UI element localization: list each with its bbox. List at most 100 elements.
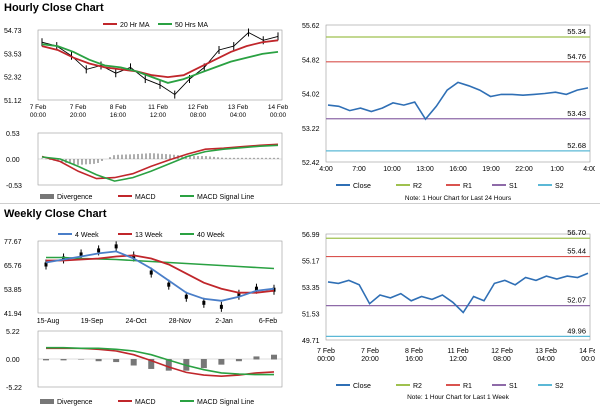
- hourly-macd-ytick: 0.00: [6, 157, 20, 164]
- level-chart-ytick: 54.82: [302, 57, 320, 64]
- macd-line: [41, 143, 279, 180]
- hourly-main-ytick: 51.12: [4, 98, 22, 105]
- level-chart-xtick: 12:00: [449, 356, 467, 363]
- price-box: [97, 248, 101, 253]
- hourly-main-xtick: 12 Feb: [188, 104, 209, 111]
- price-box: [114, 244, 118, 249]
- weekly-macd-ytick: 0.00: [6, 357, 20, 364]
- level-chart-xtick: 7:00: [352, 166, 366, 173]
- hourly-section-title: Hourly Close Chart: [4, 2, 104, 14]
- plot-frame: [37, 29, 283, 101]
- divergence-bar: [113, 359, 120, 363]
- weekly-main-xtick: 24-Oct: [125, 318, 146, 325]
- chart-note: Note: 1 Hour Chart for Last 24 Hours: [405, 195, 512, 202]
- hourly-macd-ytick: -0.53: [6, 183, 22, 190]
- legend-signal-label: MACD Signal Line: [197, 194, 254, 201]
- level-chart-xtick: 16:00: [405, 356, 423, 363]
- close-line: [327, 272, 589, 314]
- level-chart-xtick: 8 Feb: [405, 348, 423, 355]
- divergence-bar: [271, 354, 277, 360]
- level-chart-xtick: 7 Feb: [317, 348, 335, 355]
- level-chart-xtick: 19:00: [482, 166, 500, 173]
- legend-s2-label: S2: [555, 183, 564, 190]
- level-chart-xtick: 13:00: [416, 166, 434, 173]
- level-chart-ytick: 53.35: [302, 285, 320, 292]
- legend-ma4-label: 4 Week: [75, 232, 99, 239]
- legend-signal-label: MACD Signal Line: [197, 399, 254, 406]
- level-chart-ytick: 51.53: [302, 312, 320, 319]
- level-chart-ytick: 55.62: [302, 23, 320, 30]
- legend-s1-label: S1: [509, 183, 518, 190]
- legend-ma50-label: 50 Hrs MA: [175, 22, 208, 29]
- hourly-macd-ytick: 0.53: [6, 131, 20, 138]
- weekly-section-title: Weekly Close Chart: [4, 208, 107, 220]
- legend-ma13-label: 13 Week: [135, 232, 163, 239]
- plot-frame: [37, 240, 283, 314]
- level-chart-xtick: 4:00: [583, 166, 595, 173]
- chart-note: Note: 1 Hour Chart for Last 1 Week: [407, 394, 510, 401]
- level-chart-xtick: 11 Feb: [447, 348, 468, 355]
- level-chart-xtick: 10:00: [383, 166, 401, 173]
- hourly-main-xtick: 12:00: [150, 112, 167, 119]
- hourly-main-xtick: 20:00: [70, 112, 87, 119]
- divergence-bar: [130, 359, 137, 366]
- divergence-bar: [60, 359, 67, 361]
- level-chart-ytick: 52.42: [302, 160, 320, 167]
- legend-r2-label: R2: [413, 383, 422, 390]
- level-chart-xtick: 04:00: [537, 356, 555, 363]
- legend-close-label: Close: [353, 183, 371, 190]
- legend-ma40-label: 40 Week: [197, 232, 225, 239]
- macd-line: [46, 347, 275, 378]
- signal-line: [41, 144, 279, 182]
- divergence-bar: [200, 359, 207, 369]
- ma13-line: [46, 254, 275, 294]
- legend-divergence-swatch: [40, 194, 54, 199]
- hourly-main-chart: 54.73 53.53 52.32 51.12 20 Hr MA 50 Hrs MA 7 F…: [4, 22, 289, 119]
- level-chart-ytick: 55.17: [302, 259, 320, 266]
- level-chart-xtick: 22:00: [515, 166, 533, 173]
- weekly-macd-ytick: 5.22: [6, 329, 20, 336]
- level-chart-xtick: 00:00: [317, 356, 335, 363]
- level-chart-xtick: 00:00: [581, 356, 595, 363]
- hourly-main-xtick: 8 Feb: [110, 104, 127, 111]
- hourly-main-xtick: 7 Feb: [70, 104, 87, 111]
- hourly-main-xtick: 08:00: [190, 112, 207, 119]
- price-box: [79, 252, 83, 257]
- legend-r1-label: R1: [463, 183, 472, 190]
- signal-line: [46, 346, 274, 376]
- legend-divergence-label: Divergence: [57, 194, 93, 201]
- ma4-line: [45, 250, 275, 302]
- level-chart-xtick: 1:00: [550, 166, 564, 173]
- level-label-r1: 54.76: [567, 52, 586, 61]
- legend-r2-label: R2: [413, 183, 422, 190]
- legend-macd-label: MACD: [135, 399, 156, 406]
- weekly-main-xtick: 6-Feb: [259, 318, 277, 325]
- hourly-main-xtick: 14 Feb: [268, 104, 289, 111]
- section-divider: [0, 203, 600, 204]
- price-line: [41, 31, 279, 96]
- legend-s1-label: S1: [509, 383, 518, 390]
- weekly-main-xtick: 15-Aug: [37, 318, 60, 325]
- divergence-bar: [78, 359, 85, 360]
- price-box: [202, 300, 206, 305]
- divergence-bar: [148, 359, 155, 369]
- level-chart-xtick: 16:00: [449, 166, 467, 173]
- level-chart-xtick: 14 Feb: [579, 348, 595, 355]
- level-chart-ytick: 54.02: [302, 92, 320, 99]
- price-box: [167, 282, 171, 287]
- price-box: [237, 292, 241, 297]
- divergence-bar: [43, 359, 49, 361]
- price-box: [149, 270, 153, 275]
- weekly-main-xtick: 28-Nov: [169, 318, 192, 325]
- plot-frame: [325, 24, 591, 163]
- legend-s2-label: S2: [555, 383, 564, 390]
- weekly-main-ytick: 41.94: [4, 311, 22, 318]
- hourly-main-xtick: 00:00: [270, 112, 287, 119]
- level-chart-xtick: 7 Feb: [361, 348, 379, 355]
- weekly-macd-chart: 5.22 0.00 -5.22 Divergence MACD MACD Signal L…: [6, 329, 283, 406]
- legend-divergence-swatch: [40, 399, 54, 404]
- level-label-s1: 53.43: [567, 109, 586, 118]
- hourly-main-xtick: 00:00: [30, 112, 47, 119]
- weekly-main-xtick: 2-Jan: [215, 318, 233, 325]
- level-label-r1: 55.44: [567, 247, 586, 256]
